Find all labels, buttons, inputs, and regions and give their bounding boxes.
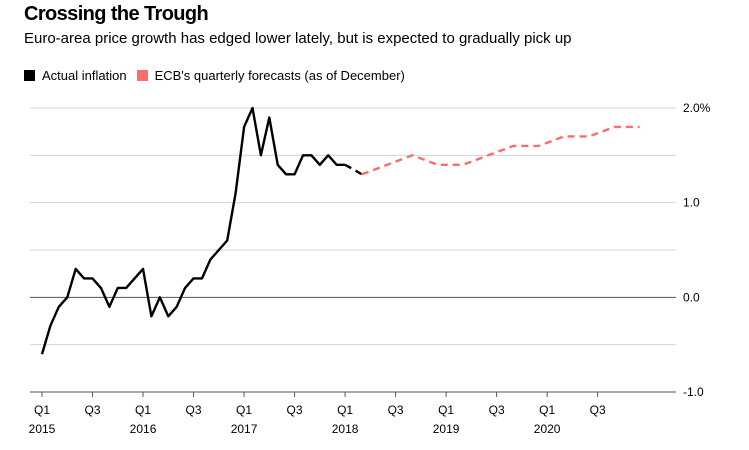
series-line-2 xyxy=(361,125,640,176)
x-tick-label-7: Q3 xyxy=(388,403,404,417)
x-tick-year-0: 2015 xyxy=(29,422,56,436)
x-tick-year-8: 2019 xyxy=(433,422,460,436)
legend-label-actual: Actual inflation xyxy=(42,68,127,83)
y-tick-label-4: 0.0 xyxy=(683,290,700,304)
series-line-1 xyxy=(344,163,363,176)
x-tick-label-1: Q3 xyxy=(85,403,101,417)
x-tick-label-11: Q3 xyxy=(590,403,606,417)
legend-label-forecast: ECB's quarterly forecasts (as of Decembe… xyxy=(154,68,405,83)
x-tick-label-6: Q1 xyxy=(337,403,353,417)
y-tick-label-2: 1.0 xyxy=(683,196,700,210)
legend-swatch-forecast xyxy=(136,70,148,81)
x-tick-label-5: Q3 xyxy=(287,403,303,417)
x-tick-year-4: 2017 xyxy=(231,422,258,436)
x-tick-label-9: Q3 xyxy=(489,403,505,417)
x-tick-year-10: 2020 xyxy=(534,422,561,436)
series-line-0 xyxy=(40,106,346,355)
x-tick-label-0: Q1 xyxy=(34,403,50,417)
x-tick-label-2: Q1 xyxy=(135,403,151,417)
legend-swatch-actual xyxy=(24,70,35,81)
x-tick-label-4: Q1 xyxy=(236,403,252,417)
y-tick-label-0: 2.0% xyxy=(683,101,711,115)
x-tick-label-3: Q3 xyxy=(186,403,202,417)
legend-item-forecast: ECB's quarterly forecasts (as of Decembe… xyxy=(136,68,405,83)
legend: Actual inflation ECB's quarterly forecas… xyxy=(24,68,415,83)
x-tick-year-6: 2018 xyxy=(332,422,359,436)
x-tick-label-10: Q1 xyxy=(539,403,555,417)
chart-subtitle: Euro-area price growth has edged lower l… xyxy=(24,30,572,47)
y-tick-label-6: -1.0 xyxy=(683,385,704,399)
legend-item-actual: Actual inflation xyxy=(24,68,127,83)
chart-title: Crossing the Trough xyxy=(24,3,209,25)
x-tick-label-8: Q1 xyxy=(438,403,454,417)
x-tick-year-2: 2016 xyxy=(130,422,157,436)
